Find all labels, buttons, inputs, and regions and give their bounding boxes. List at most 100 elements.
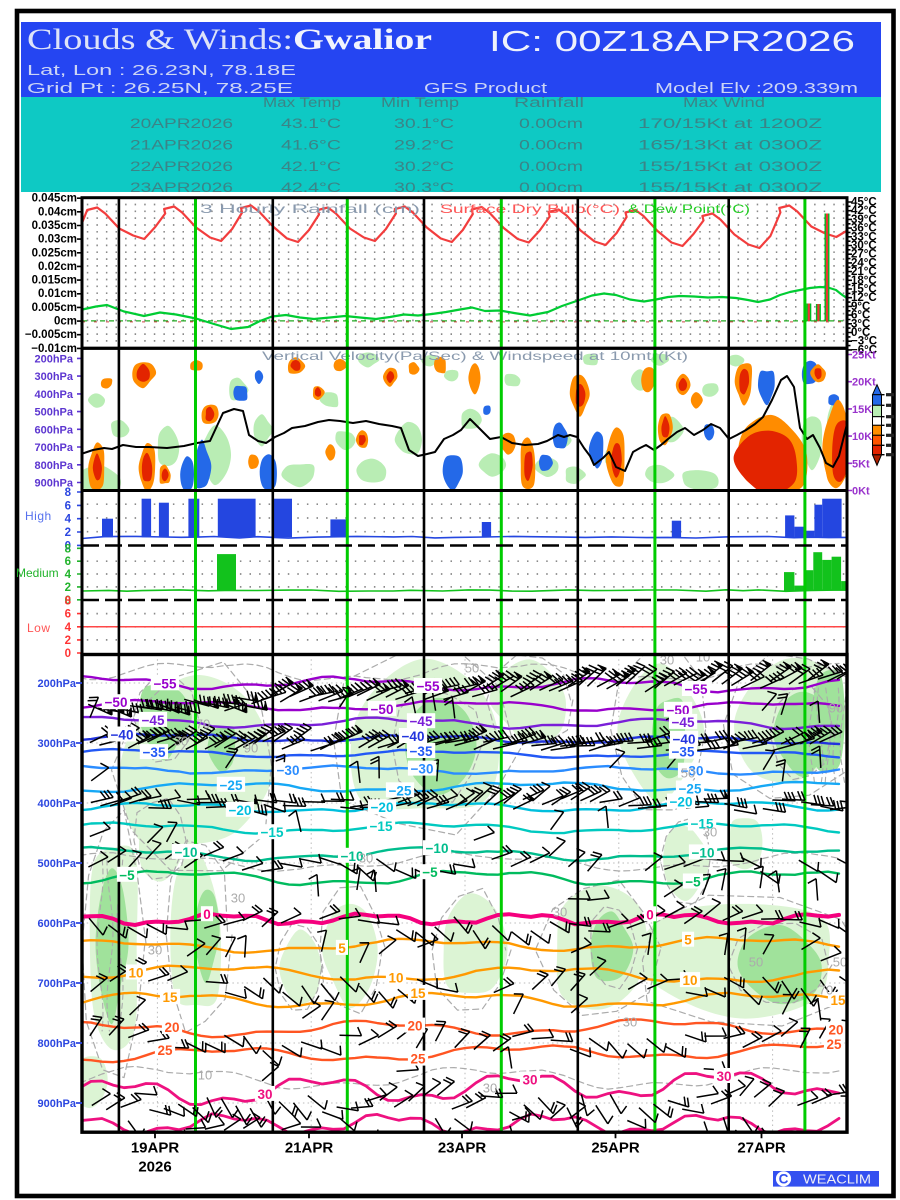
svg-text:−0.005cm: −0.005cm: [25, 329, 77, 341]
svg-text:0.00cm: 0.00cm: [519, 159, 583, 174]
svg-text:20: 20: [164, 1020, 179, 1035]
svg-text:−40: −40: [673, 732, 696, 747]
svg-text:−25: −25: [389, 783, 412, 798]
svg-text:29.2°C: 29.2°C: [394, 137, 454, 152]
svg-text:−55: −55: [154, 676, 177, 691]
svg-text:6: 6: [65, 500, 71, 512]
svg-text:High: High: [25, 509, 52, 523]
svg-text:−10: −10: [426, 841, 449, 856]
svg-text:6: 6: [65, 556, 71, 568]
svg-text:Vertical Velocity(Pa/Sec) & Wi: Vertical Velocity(Pa/Sec) & Windspeed at…: [262, 349, 688, 363]
svg-text:200hPa: 200hPa: [37, 678, 76, 690]
svg-text:0.045cm: 0.045cm: [32, 193, 77, 205]
svg-text:30.1°C: 30.1°C: [394, 116, 454, 131]
svg-text:300hPa: 300hPa: [34, 371, 73, 383]
svg-text:21°C: 21°C: [851, 266, 877, 278]
svg-text:70: 70: [196, 717, 210, 732]
svg-text:30: 30: [522, 1072, 537, 1087]
svg-text:−45: −45: [410, 714, 433, 729]
svg-text:−50: −50: [371, 702, 394, 717]
svg-text:15: 15: [830, 993, 846, 1008]
svg-text:0.005cm: 0.005cm: [32, 302, 77, 314]
svg-text:5: 5: [684, 933, 692, 948]
svg-text:−10: −10: [692, 845, 715, 860]
svg-text:Max Temp: Max Temp: [263, 95, 341, 110]
svg-text:Max Wind: Max Wind: [683, 95, 765, 110]
svg-text:9°C: 9°C: [851, 301, 870, 313]
svg-text:30: 30: [660, 653, 674, 668]
svg-text:50: 50: [681, 766, 695, 781]
svg-text:500hPa: 500hPa: [34, 407, 73, 419]
svg-text:900hPa: 900hPa: [37, 1098, 76, 1110]
svg-text:5Kt: 5Kt: [852, 458, 870, 470]
svg-text:0.03cm: 0.03cm: [38, 234, 77, 246]
svg-text:6: 6: [65, 609, 71, 621]
svg-text:−6°C: −6°C: [851, 344, 877, 356]
svg-text:25: 25: [826, 1037, 842, 1052]
svg-text:90: 90: [244, 741, 258, 756]
svg-text:−40: −40: [402, 729, 425, 744]
svg-text:90: 90: [829, 701, 843, 716]
svg-text:0.01cm: 0.01cm: [38, 288, 77, 300]
svg-text:0.015cm: 0.015cm: [32, 275, 77, 287]
svg-text:800hPa: 800hPa: [34, 460, 73, 472]
svg-text:WEACLIM: WEACLIM: [803, 1171, 871, 1186]
svg-text:2: 2: [65, 635, 71, 647]
svg-text:700hPa: 700hPa: [37, 978, 76, 990]
svg-text:400hPa: 400hPa: [34, 389, 73, 401]
svg-text:600hPa: 600hPa: [37, 918, 76, 930]
svg-text:20APR2026: 20APR2026: [130, 116, 233, 131]
svg-text:41.6°C: 41.6°C: [281, 137, 341, 152]
svg-text:22APR2026: 22APR2026: [130, 159, 233, 174]
svg-text:30.3°C: 30.3°C: [394, 180, 454, 195]
svg-text:25: 25: [410, 1052, 426, 1067]
svg-text:Medium: Medium: [16, 566, 59, 580]
svg-text:Min Temp: Min Temp: [381, 95, 459, 110]
svg-text:−5: −5: [119, 868, 135, 883]
svg-text:0: 0: [65, 540, 71, 552]
svg-text:−40: −40: [111, 728, 134, 743]
svg-text:20Kt: 20Kt: [852, 377, 876, 389]
svg-text:−5: −5: [422, 865, 438, 880]
svg-text:Gwalior: Gwalior: [293, 23, 432, 56]
svg-text:10: 10: [696, 650, 710, 665]
svg-text:23APR2026: 23APR2026: [130, 180, 233, 195]
svg-text:30: 30: [174, 734, 188, 749]
svg-text:−35: −35: [672, 745, 695, 760]
svg-text:8: 8: [65, 487, 72, 499]
svg-text:−20: −20: [670, 795, 693, 810]
svg-text:−25: −25: [679, 782, 702, 797]
svg-text:23APR: 23APR: [438, 1140, 487, 1157]
svg-text:30: 30: [257, 1087, 272, 1102]
svg-text:50: 50: [833, 955, 847, 970]
svg-text:0.035cm: 0.035cm: [32, 220, 77, 232]
svg-text:3 Hourly Rainfall (cm): 3 Hourly Rainfall (cm): [200, 202, 420, 216]
svg-text:−10: −10: [341, 849, 364, 864]
svg-text:25: 25: [157, 1043, 173, 1058]
svg-text:10Kt: 10Kt: [852, 431, 876, 443]
svg-text:20: 20: [407, 1019, 422, 1034]
svg-text:0: 0: [65, 648, 71, 660]
svg-text:12°C: 12°C: [851, 292, 877, 304]
svg-text:30: 30: [623, 1015, 637, 1030]
svg-text:−15: −15: [261, 825, 284, 840]
svg-text:−0.01cm: −0.01cm: [31, 343, 77, 355]
svg-text:70: 70: [819, 983, 833, 998]
svg-text:−5: −5: [685, 875, 701, 890]
svg-text:−35: −35: [143, 745, 166, 760]
svg-text:30: 30: [703, 825, 717, 840]
svg-text:6°C: 6°C: [851, 310, 870, 322]
svg-text:42.4°C: 42.4°C: [281, 180, 341, 195]
svg-text:900hPa: 900hPa: [34, 478, 73, 490]
svg-text:45°C: 45°C: [851, 197, 877, 209]
svg-text:Grid Pt : 26.25N, 78.25E: Grid Pt : 26.25N, 78.25E: [27, 80, 293, 97]
svg-text:25Kt: 25Kt: [852, 350, 876, 362]
svg-text:43.1°C: 43.1°C: [281, 116, 341, 131]
svg-text:0.04cm: 0.04cm: [38, 206, 77, 218]
svg-text:3°C: 3°C: [851, 318, 870, 330]
svg-text:10: 10: [128, 966, 143, 981]
svg-text:Surface Dry Bulb(°C): Surface Dry Bulb(°C): [440, 202, 620, 216]
svg-text:−30: −30: [681, 764, 704, 779]
svg-text:IC: 00Z18APR2026: IC: 00Z18APR2026: [489, 26, 855, 58]
svg-text:4: 4: [65, 622, 72, 634]
